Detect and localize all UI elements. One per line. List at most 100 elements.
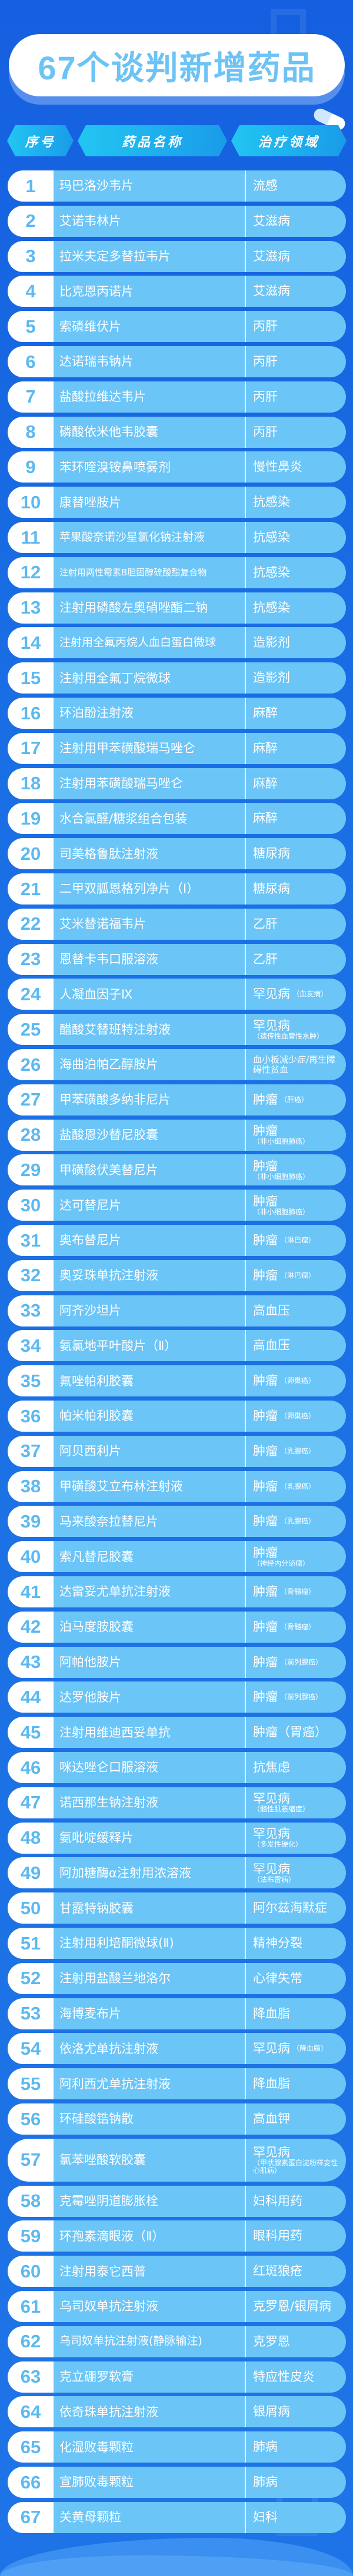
row-number: 43	[8, 1646, 54, 1678]
therapy-area-main: 肿瘤	[253, 1232, 278, 1247]
table-row: 41 达雷妥尤单抗注射液 肿瘤 （骨髓瘤）	[8, 1576, 346, 1607]
column-divider	[245, 943, 246, 975]
drug-name: 氨氯地平叶酸片（Ⅱ）	[59, 1338, 177, 1353]
table-row: 15 注射用全氟丁烷微球 造影剂	[8, 662, 346, 694]
therapy-area-detail: （卵巢癌）	[280, 1376, 316, 1385]
row-number: 57	[8, 2138, 54, 2182]
drug-name: 拉米夫定多替拉韦片	[59, 249, 171, 264]
row-number: 35	[8, 1365, 54, 1397]
column-divider	[245, 1365, 246, 1397]
therapy-area: 肿瘤 （淋巴瘤）	[246, 1260, 346, 1291]
therapy-area: 麻醉	[246, 698, 346, 729]
therapy-area: 艾滋病	[246, 206, 346, 237]
row-number: 12	[8, 557, 54, 588]
column-divider	[245, 1435, 246, 1467]
column-divider	[245, 627, 246, 659]
therapy-area-main: 罕见病	[253, 2145, 290, 2159]
drug-name: 甲磺酸伏美替尼片	[59, 1163, 158, 1177]
column-divider	[245, 1190, 246, 1221]
therapy-area-detail: （多发性硬化）	[253, 1840, 303, 1849]
drug-name: 磷酸依米他韦胶囊	[59, 425, 158, 440]
column-divider	[245, 1154, 246, 1186]
drug-name: 乌司奴单抗注射液	[59, 2299, 158, 2314]
column-divider	[245, 1611, 246, 1643]
therapy-area: 血小板减少症/再生障碍性贫血	[246, 1049, 346, 1080]
therapy-area-main: 降血脂	[253, 2076, 290, 2091]
header-drug-name: 药品名称	[78, 125, 227, 156]
table-row: 50 甘露特钠胶囊 阿尔兹海默症	[8, 1892, 346, 1924]
therapy-area-main: 肿瘤	[253, 1690, 278, 1704]
table-row: 47 诺西那生钠注射液 罕见病 （髓性肌萎缩症）	[8, 1787, 346, 1818]
row-number: 56	[8, 2103, 54, 2135]
table-row: 29 甲磺酸伏美替尼片 肿瘤 （非小细胞肺癌）	[8, 1154, 346, 1186]
row-number: 28	[8, 1119, 54, 1151]
row-number: 16	[8, 698, 54, 729]
column-divider	[245, 1295, 246, 1326]
therapy-area-main: 肿瘤	[253, 1479, 278, 1493]
row-number: 44	[8, 1681, 54, 1713]
therapy-area-main: 造影剂	[253, 671, 290, 685]
row-number: 29	[8, 1154, 54, 1186]
table-row: 19 水合氯醛/糖浆组合包装 麻醉	[8, 803, 346, 835]
therapy-area-main: 罕见病	[253, 1861, 290, 1876]
therapy-area: 心律失常	[246, 1963, 346, 1994]
column-divider	[245, 803, 246, 835]
therapy-area: 银屑病	[246, 2396, 346, 2427]
therapy-area-main: 艾滋病	[253, 284, 290, 299]
table-row: 55 阿利西尤单抗注射液 降血脂	[8, 2068, 346, 2100]
drug-name: 环泊酚注射液	[59, 706, 134, 721]
row-number: 14	[8, 627, 54, 659]
therapy-area-detail: （前列腺癌）	[280, 1657, 323, 1666]
drug-name: 依奇珠单抗注射液	[59, 2404, 158, 2419]
column-divider	[245, 1576, 246, 1607]
column-divider	[245, 1928, 246, 1959]
drug-name: 玛巴洛沙韦片	[59, 179, 134, 193]
row-number: 27	[8, 1084, 54, 1116]
therapy-area: 高血压	[246, 1330, 346, 1361]
page-title: 67个谈判新增药品	[38, 49, 316, 86]
column-divider	[245, 2291, 246, 2322]
therapy-area: 乙肝	[246, 944, 346, 975]
therapy-area: 精神分裂	[246, 1928, 346, 1959]
drug-name: 达雷妥尤单抗注射液	[59, 1585, 171, 1599]
therapy-area-main: 妇科	[253, 2510, 278, 2524]
therapy-area: 肺病	[246, 2467, 346, 2498]
drug-name: 氟唑帕利胶囊	[59, 1374, 134, 1388]
table-row: 10 康替唑胺片 抗感染	[8, 487, 346, 518]
row-number: 10	[8, 487, 54, 518]
therapy-area-detail: （降血脂）	[292, 2044, 328, 2053]
column-divider	[245, 170, 246, 202]
therapy-area-main: 抗感染	[253, 495, 290, 510]
table-row: 36 帕米帕利胶囊 肿瘤 （卵巢癌）	[8, 1401, 346, 1432]
row-number: 48	[8, 1822, 54, 1854]
therapy-area: 肿瘤 （乳腺癌）	[246, 1436, 346, 1467]
column-divider	[245, 1787, 246, 1818]
table-row: 45 注射用维迪西妥单抗 肿瘤（胃癌）	[8, 1717, 346, 1748]
column-divider	[245, 662, 246, 694]
drug-name: 索磷维伏片	[59, 319, 121, 334]
table-row: 4 比克恩丙诺片 艾滋病	[8, 276, 346, 307]
drug-name: 依洛尤单抗注射液	[59, 2041, 158, 2056]
drug-name: 甘露特钠胶囊	[59, 1901, 134, 1915]
therapy-area: 克罗恩/银屑病	[246, 2291, 346, 2322]
row-number: 7	[8, 381, 54, 413]
drug-name: 康替唑胺片	[59, 495, 121, 510]
therapy-area-main: 降血脂	[253, 2006, 290, 2021]
drug-name: 注射用甲苯磺酸瑞马唑仑	[59, 741, 195, 756]
row-number: 39	[8, 1506, 54, 1537]
column-divider	[245, 1259, 246, 1291]
table-row: 57 氯苯唑酸软胶囊 罕见病 （甲状腺素蛋白淀粉样变性心肌病）	[8, 2138, 346, 2182]
therapy-area-main: 血小板减少症/再生障碍性贫血	[253, 1054, 336, 1075]
drug-name: 艾米替诺福韦片	[59, 917, 146, 932]
column-divider	[245, 1998, 246, 2029]
row-number: 50	[8, 1892, 54, 1924]
therapy-area: 抗感染	[246, 592, 346, 624]
column-divider	[245, 205, 246, 237]
therapy-area-main: 造影剂	[253, 635, 290, 650]
row-number: 41	[8, 1576, 54, 1607]
therapy-area: 麻醉	[246, 768, 346, 799]
therapy-area-main: 抗感染	[253, 530, 290, 544]
drug-name: 乌司奴单抗注射液(静脉输注)	[59, 2334, 202, 2348]
therapy-area-main: 精神分裂	[253, 1935, 302, 1950]
therapy-area: 艾滋病	[246, 241, 346, 272]
